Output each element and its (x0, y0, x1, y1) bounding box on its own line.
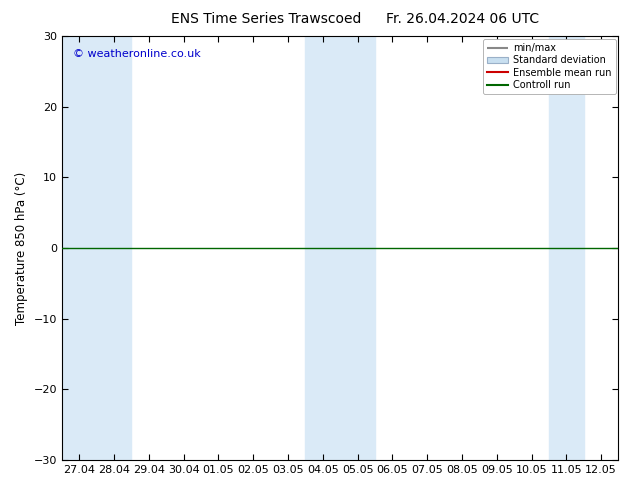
Legend: min/max, Standard deviation, Ensemble mean run, Controll run: min/max, Standard deviation, Ensemble me… (483, 39, 616, 94)
Bar (549, 36, 584, 460)
Bar (306, 36, 340, 460)
Text: ENS Time Series Trawscoed: ENS Time Series Trawscoed (171, 12, 361, 26)
Text: © weatheronline.co.uk: © weatheronline.co.uk (73, 49, 201, 59)
Bar (62, 36, 97, 460)
Text: Fr. 26.04.2024 06 UTC: Fr. 26.04.2024 06 UTC (386, 12, 540, 26)
Y-axis label: Temperature 850 hPa (°C): Temperature 850 hPa (°C) (15, 172, 28, 325)
Bar (340, 36, 375, 460)
Bar (97, 36, 131, 460)
